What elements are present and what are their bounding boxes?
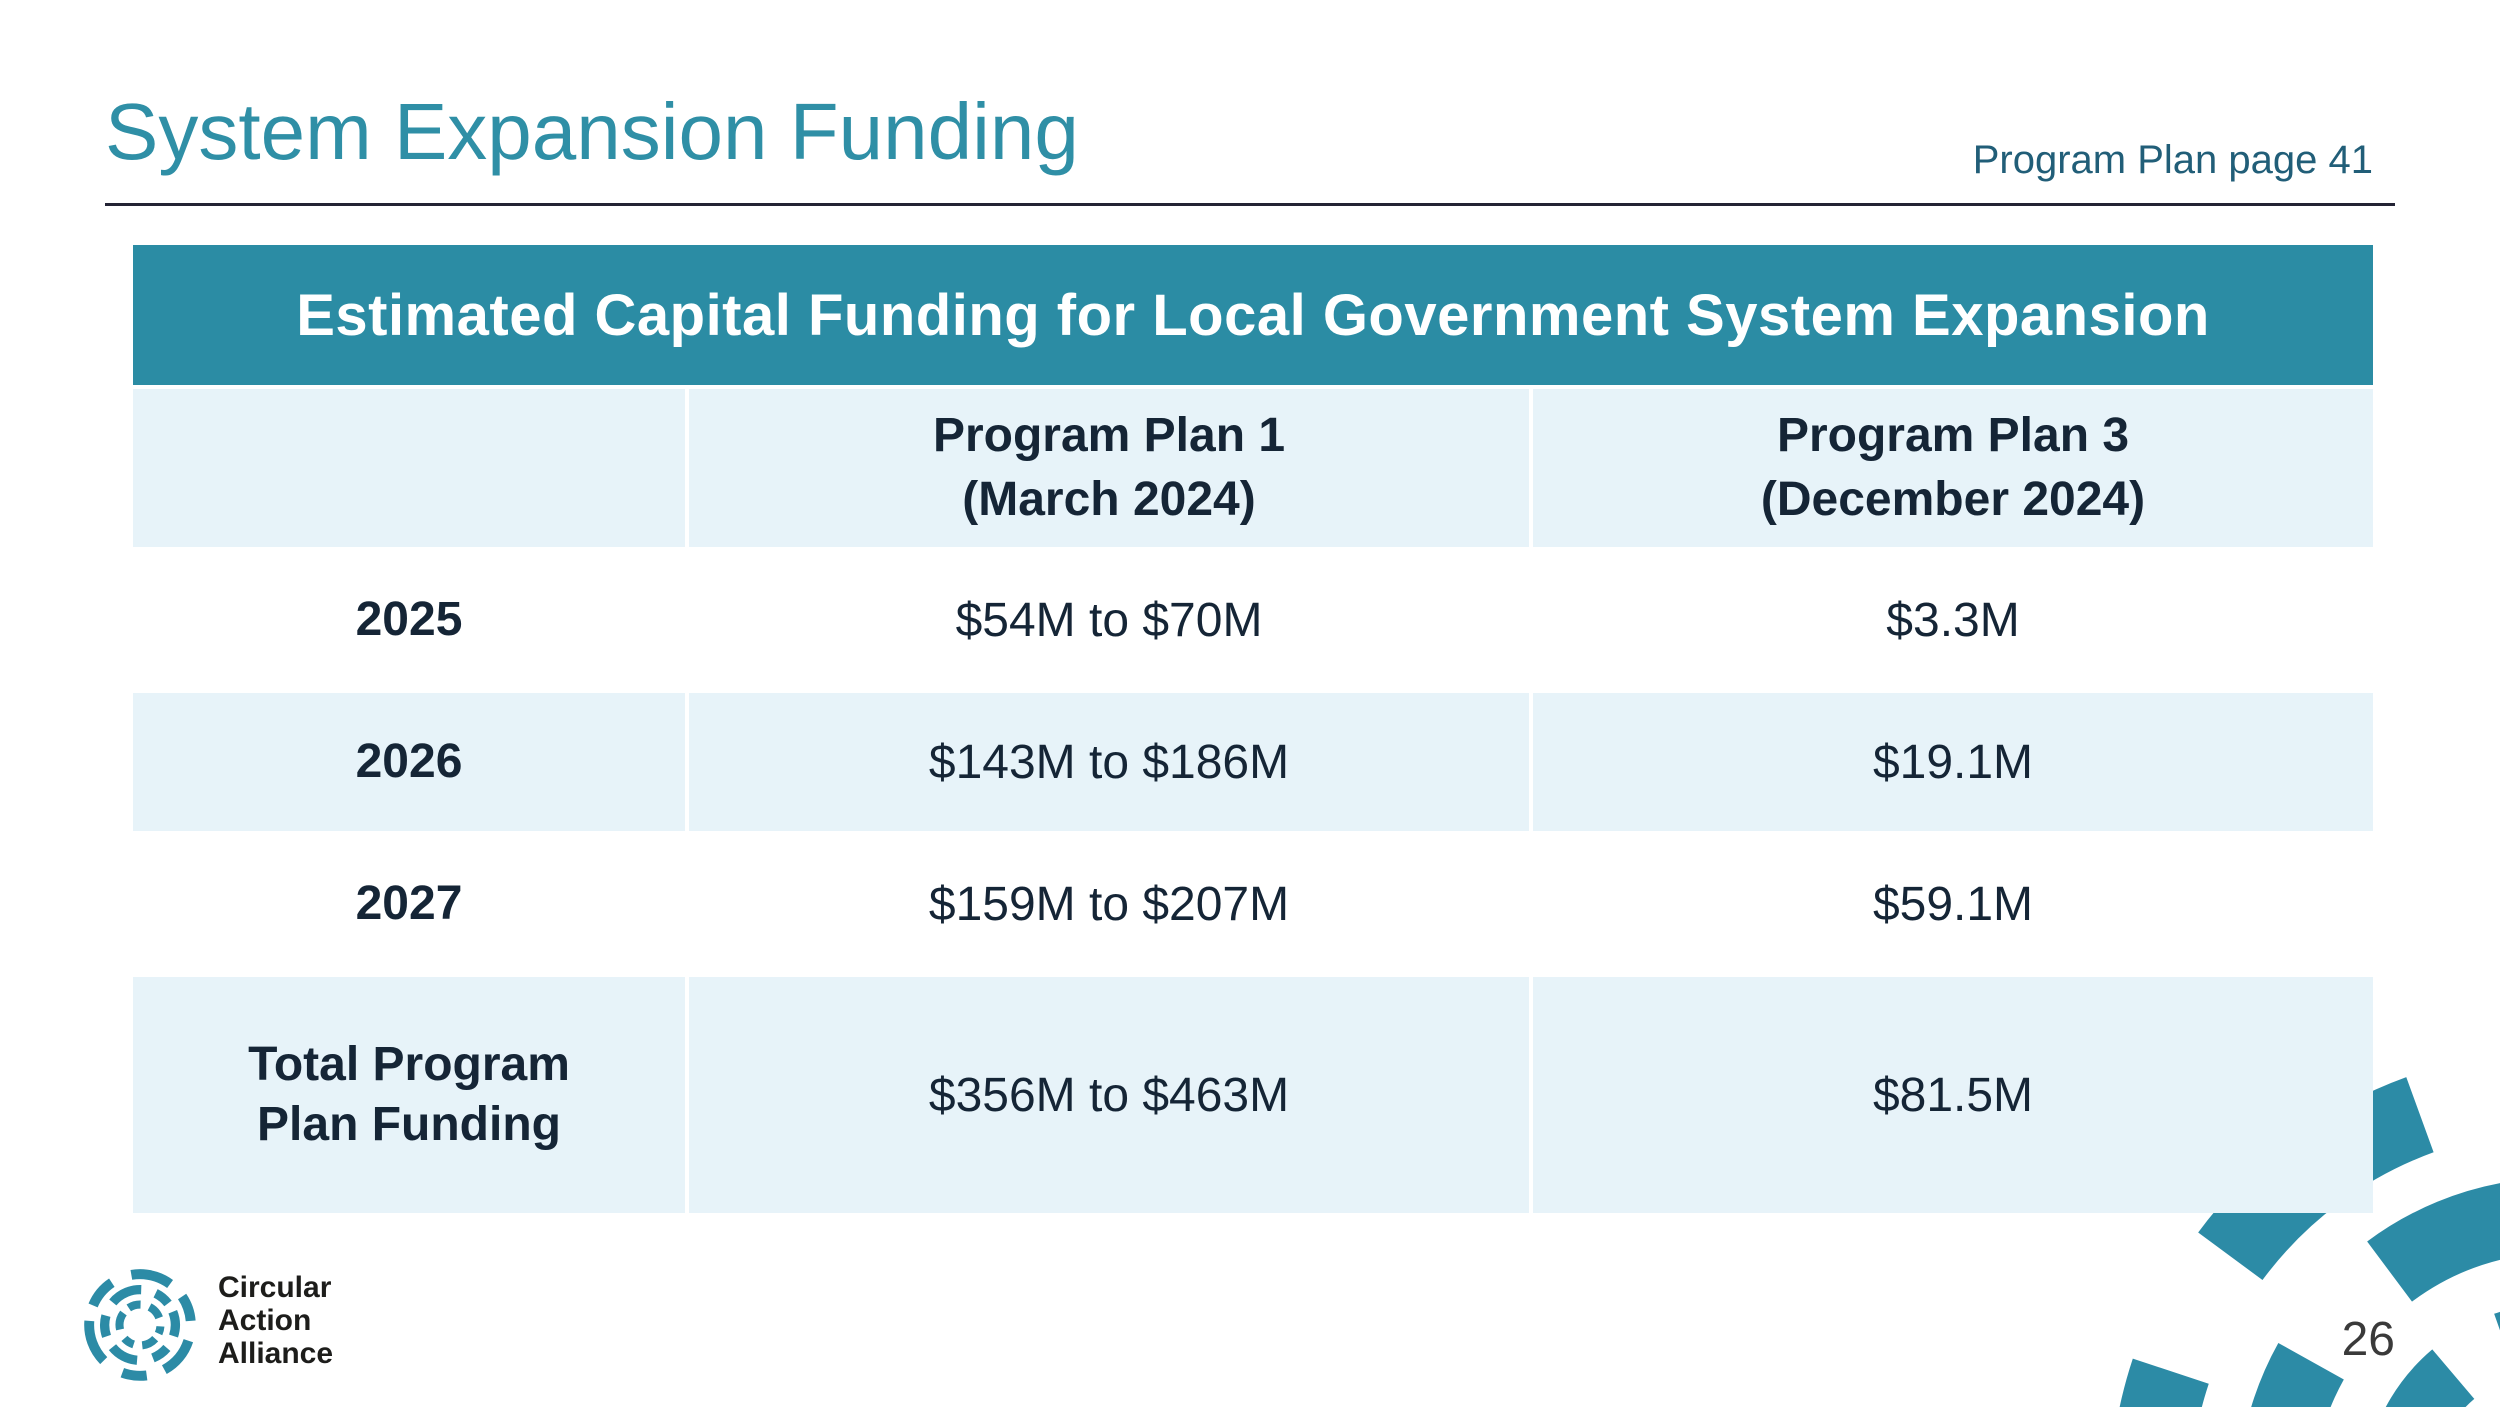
column-header-plan3-line1: Program Plan 3 [1776, 409, 2130, 462]
caa-logo: Circular Action Alliance [78, 1263, 333, 1387]
page-number: 26 [2341, 1313, 2395, 1366]
row-2026-label: 2026 [133, 693, 685, 831]
row-2027-plan1-value: $159M to $207M [928, 877, 1290, 931]
row-total-plan3-value: $81.5M [1533, 977, 2373, 1213]
column-header-plan3: Program Plan 3 (December 2024) [1533, 389, 2373, 547]
row-2025-label: 2025 [355, 593, 463, 646]
row-2027-plan3-value: $59.1M [1872, 877, 2034, 931]
logo-text-line1: Circular [218, 1271, 332, 1304]
table-title-banner: Estimated Capital Funding for Local Gove… [133, 245, 2373, 385]
logo-text: Circular Action Alliance [218, 1271, 333, 1370]
row-total-label: Total Program Plan Funding [133, 977, 685, 1213]
row-2026-plan1-value: $143M to $186M [689, 693, 1529, 831]
column-header-plan1: Program Plan 1 (March 2024) [689, 389, 1529, 547]
funding-table: Estimated Capital Funding for Local Gove… [133, 245, 2373, 1213]
title-rule [105, 203, 2395, 206]
row-2027-label: 2027 [355, 877, 463, 930]
caa-swirl-icon [78, 1263, 202, 1387]
row-2025-plan1-value: $54M to $70M [955, 593, 1263, 647]
program-plan-page-ref: Program Plan page 41 [1972, 138, 2373, 182]
column-header-plan1-line2: (March 2024) [962, 473, 1256, 526]
logo-text-line2: Action [218, 1304, 312, 1337]
column-header-plan1-line1: Program Plan 1 [932, 409, 1286, 462]
row-2025-plan3-value: $3.3M [1886, 593, 2020, 647]
row-2026-plan3-value: $19.1M [1533, 693, 2373, 831]
column-header-plan3-line2: (December 2024) [1760, 473, 2146, 526]
column-header-empty [133, 389, 685, 547]
row-total-plan1-value: $356M to $463M [689, 977, 1529, 1213]
logo-text-line3: Alliance [218, 1337, 334, 1370]
page-title: System Expansion Funding [105, 87, 1079, 176]
